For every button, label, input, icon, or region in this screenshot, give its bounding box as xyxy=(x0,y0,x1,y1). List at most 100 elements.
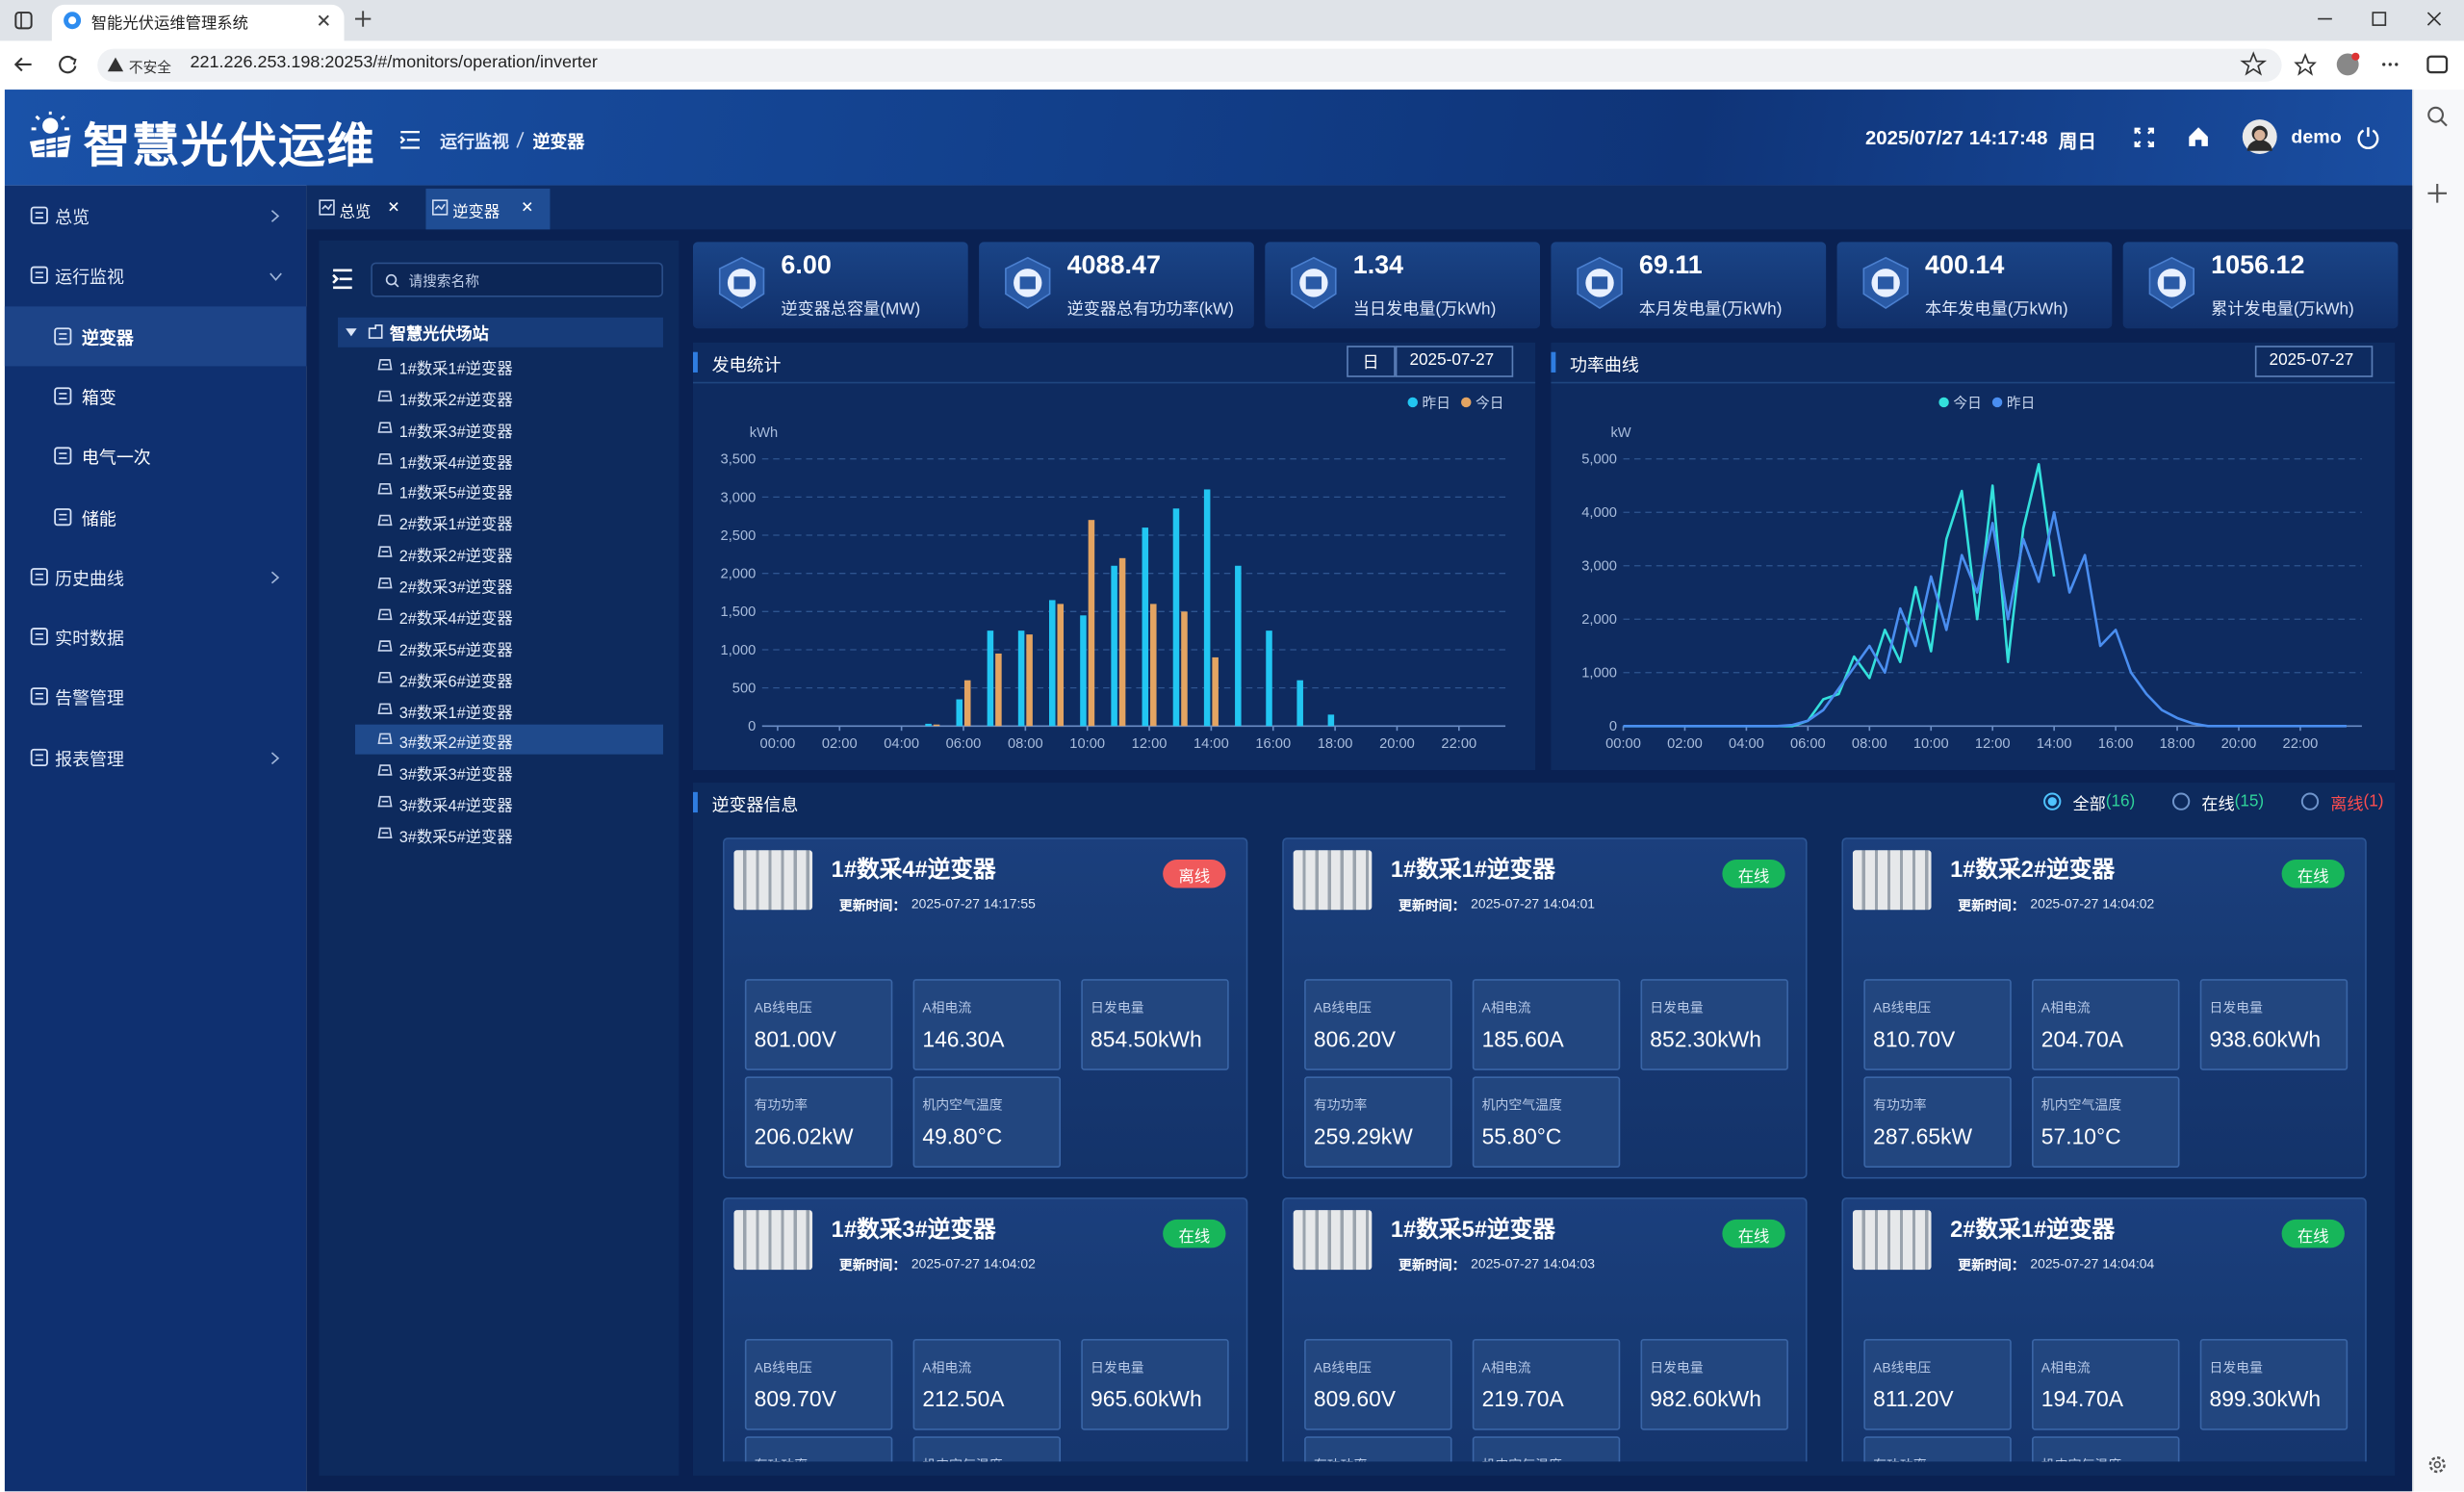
tree-item[interactable]: 3#数采5#逆变器 xyxy=(398,830,513,848)
metric-box: 日发电量 965.60kWh xyxy=(1081,1339,1229,1430)
tab-close[interactable] xyxy=(316,13,331,28)
tree-item[interactable]: 3#数采4#逆变器 xyxy=(398,798,513,816)
tree-search[interactable] xyxy=(371,262,663,297)
inverter-card[interactable]: 1#数采2#逆变器 在线 更新时间： 2025-07-27 14:04:02 AB线电压… xyxy=(1841,837,2367,1179)
metric-value: 852.30kWh xyxy=(1650,1026,1761,1052)
filter-label[interactable]: 全部 xyxy=(2072,795,2106,814)
nav-chevron xyxy=(270,273,282,282)
filter-label[interactable]: 在线 xyxy=(2201,795,2235,814)
tree-item[interactable]: 1#数采2#逆变器 xyxy=(398,392,513,410)
nav-subitem[interactable]: 储能 xyxy=(81,509,116,529)
tree-item[interactable]: 3#数采2#逆变器 xyxy=(398,735,513,754)
period-picker[interactable] xyxy=(1347,346,1396,377)
tree-item[interactable]: 2#数采5#逆变器 xyxy=(398,642,513,660)
metric-label: AB线电压 xyxy=(1313,999,1373,1016)
tree-item[interactable]: 2#数采2#逆变器 xyxy=(398,549,513,567)
nav-subitem[interactable]: 逆变器 xyxy=(81,329,134,348)
filter-radio[interactable] xyxy=(2171,792,2191,811)
filter-label[interactable]: 离线 xyxy=(2330,795,2364,814)
metric-label: 日发电量 xyxy=(1650,1359,1704,1376)
fullscreen-button[interactable] xyxy=(2134,127,2154,148)
date-picker[interactable] xyxy=(1395,346,1514,377)
home-button[interactable] xyxy=(2188,126,2210,148)
tree-item-icon xyxy=(377,764,393,777)
tab-close[interactable] xyxy=(388,201,398,212)
metric-value: 49.80°C xyxy=(922,1123,1003,1149)
tree-root-icon xyxy=(368,324,383,339)
new-tab[interactable] xyxy=(353,10,372,29)
tree-item[interactable]: 3#数采1#逆变器 xyxy=(398,705,513,723)
tree-selected-bg xyxy=(354,725,663,756)
avatar[interactable] xyxy=(2242,119,2277,154)
tree-item[interactable]: 1#数采1#逆变器 xyxy=(398,361,513,379)
logout-button[interactable] xyxy=(2357,126,2379,150)
update-time: 2025-07-27 14:04:02 xyxy=(2030,895,2155,912)
metric-box: 有功功率 287.65kW xyxy=(1863,1076,2012,1169)
tree-item-icon xyxy=(377,515,393,527)
status-badge: 在线 xyxy=(1722,860,1785,888)
url-field[interactable] xyxy=(97,48,2282,82)
nav-icon xyxy=(54,387,72,405)
metric-value: 854.50kWh xyxy=(1091,1026,1202,1052)
nav-item[interactable]: 运行监视 xyxy=(55,269,124,289)
settings-icon[interactable] xyxy=(2427,1455,2447,1475)
metric-label: A相电流 xyxy=(2040,999,2091,1016)
tree-item-icon xyxy=(377,671,393,682)
tree-item[interactable]: 1#数采4#逆变器 xyxy=(398,454,513,473)
stat-value: 1.34 xyxy=(1352,251,1404,280)
nav-item[interactable]: 实时数据 xyxy=(55,630,124,650)
tree-item[interactable]: 2#数采3#逆变器 xyxy=(398,579,513,598)
nav-icon xyxy=(30,567,48,585)
inverter-card[interactable]: 1#数采3#逆变器 在线 更新时间： 2025-07-27 14:04:02 AB线电压… xyxy=(723,1197,1248,1462)
status-text: 在线 xyxy=(1737,868,1770,887)
nav-subitem[interactable]: 箱变 xyxy=(81,389,116,409)
tree-item[interactable]: 1#数采3#逆变器 xyxy=(398,424,513,442)
nav-subitem[interactable]: 电气一次 xyxy=(81,450,151,469)
filter-count: (1) xyxy=(2363,791,2384,811)
metric-value: 146.30A xyxy=(922,1026,1005,1052)
tree-toggle[interactable] xyxy=(331,269,353,290)
inverter-card[interactable]: 2#数采1#逆变器 在线 更新时间： 2025-07-27 14:04:04 AB线电压… xyxy=(1841,1197,2367,1462)
metric-box: 机内空气温度 xyxy=(2032,1436,2180,1462)
inverter-card[interactable]: 1#数采1#逆变器 在线 更新时间： 2025-07-27 14:04:01 AB线电压… xyxy=(1282,837,1808,1179)
collapse-menu[interactable] xyxy=(399,130,422,150)
url: 221.226.253.198:20253/#/monitors/operati… xyxy=(190,53,598,73)
breadcrumb-item[interactable]: 运行监视 xyxy=(440,133,509,153)
tree-item[interactable]: 2#数采4#逆变器 xyxy=(398,611,513,629)
tree-item[interactable]: 2#数采1#逆变器 xyxy=(398,517,513,535)
metric-box: 有功功率 259.29kW xyxy=(1304,1076,1452,1169)
nav-chevron xyxy=(270,571,280,583)
nav-item[interactable]: 报表管理 xyxy=(55,750,124,770)
date-picker[interactable] xyxy=(2254,346,2374,377)
filter-count: (15) xyxy=(2234,791,2265,811)
stat-icon xyxy=(1005,256,1051,309)
nav-item[interactable]: 历史曲线 xyxy=(55,570,124,589)
nav-item[interactable]: 总览 xyxy=(55,209,90,228)
tree-root[interactable]: 智慧光伏场站 xyxy=(389,324,489,345)
status-badge: 离线 xyxy=(1163,860,1226,888)
tree-item[interactable]: 3#数采3#逆变器 xyxy=(398,767,513,785)
inverter-card[interactable]: 1#数采4#逆变器 离线 更新时间： 2025-07-27 14:17:55 AB线电压… xyxy=(723,837,1248,1179)
metric-label: 机内空气温度 xyxy=(1481,1096,1562,1113)
update-label: 更新时间： xyxy=(1958,897,2025,913)
metric-box: A相电流 204.70A xyxy=(2032,979,2180,1070)
tree-item[interactable]: 2#数采6#逆变器 xyxy=(398,673,513,691)
nav-buttons[interactable] xyxy=(13,54,79,76)
security-label: 不安全 xyxy=(128,60,171,76)
toolbar-icons[interactable] xyxy=(2240,51,2452,77)
metric-value: 982.60kWh xyxy=(1650,1385,1761,1412)
nav-item[interactable]: 告警管理 xyxy=(55,690,124,709)
browser-tab[interactable] xyxy=(51,4,345,41)
side-icons[interactable] xyxy=(2426,105,2451,205)
tree-item[interactable]: 1#数采5#逆变器 xyxy=(398,486,513,504)
nav-icon xyxy=(54,507,72,526)
filter-radio[interactable] xyxy=(2300,792,2320,811)
tree-item-icon xyxy=(377,390,393,401)
filter-radio[interactable] xyxy=(2042,792,2062,811)
inverter-card[interactable]: 1#数采5#逆变器 在线 更新时间： 2025-07-27 14:04:03 AB线电压… xyxy=(1282,1197,1808,1462)
tab-close[interactable] xyxy=(522,201,532,212)
window-controls[interactable] xyxy=(2310,10,2444,29)
update-label: 更新时间： xyxy=(1958,1257,2025,1273)
user-name[interactable]: demo xyxy=(2291,125,2342,148)
card-container: 1#数采4#逆变器 离线 更新时间： 2025-07-27 14:17:55 AB线电压… xyxy=(693,819,2395,1462)
